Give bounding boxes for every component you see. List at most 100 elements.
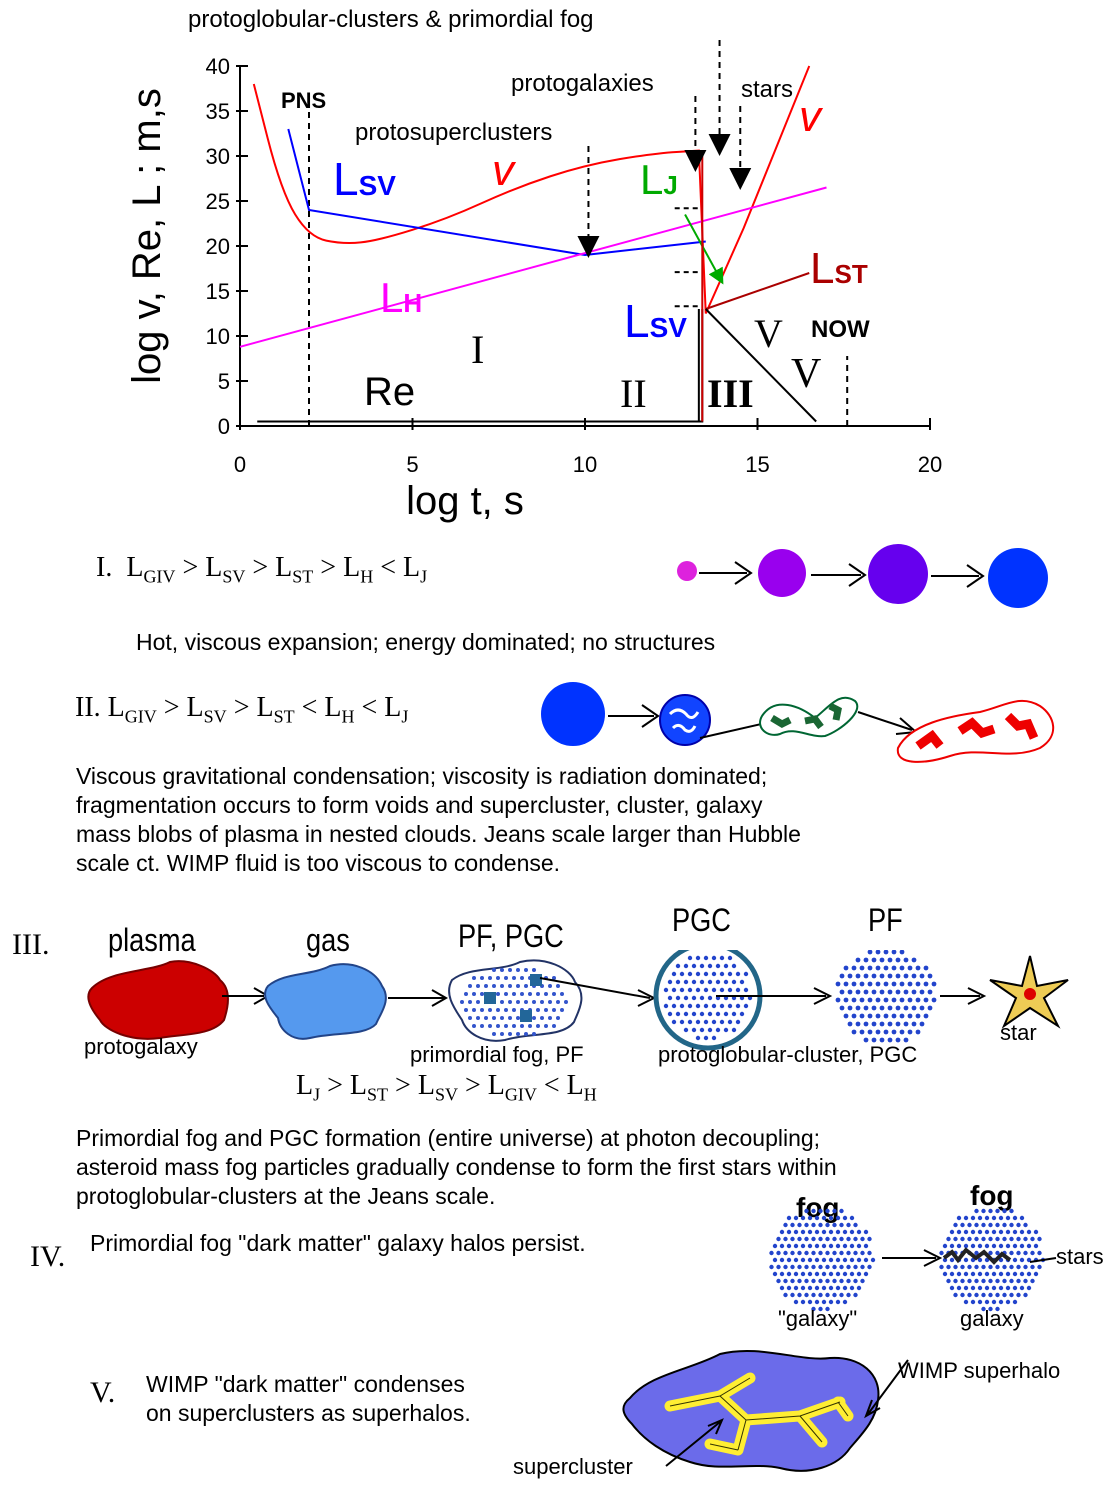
fog-particle [786, 1257, 792, 1263]
galaxy-label-2: galaxy [960, 1306, 1024, 1331]
fog-particle [887, 1021, 893, 1027]
fog-particle [907, 965, 913, 971]
fog-particle [821, 1271, 827, 1277]
fog-particle [804, 1222, 809, 1228]
fog-particle [488, 976, 492, 980]
fog-particle [814, 1285, 820, 1291]
fog-particle [472, 992, 476, 996]
fog-particle [790, 1236, 795, 1242]
fog-particle [814, 1215, 820, 1221]
fog-particle [711, 971, 717, 977]
fog-particle [797, 1278, 802, 1284]
y-tick-label: 5 [218, 369, 230, 394]
fog-particle [981, 1208, 986, 1214]
fog-particle [472, 1024, 476, 1028]
fog-particle [946, 1264, 951, 1270]
fog-particle [807, 1299, 813, 1305]
fog-particle [1002, 1222, 1007, 1228]
fog-particle [953, 1278, 958, 1284]
fog-particle [851, 1029, 857, 1035]
fog-particle [818, 1278, 823, 1284]
fog-particle [811, 1306, 816, 1312]
fog-label-2: fog [970, 1180, 1014, 1211]
fog-particle [783, 1264, 788, 1270]
fog-particle [903, 957, 909, 963]
fog-particle [851, 997, 857, 1003]
fog-particle [727, 1019, 733, 1025]
fog-particle [516, 1016, 520, 1020]
fog-particle [476, 984, 480, 988]
fog-particle [779, 1229, 785, 1235]
fog-particle [520, 992, 524, 996]
fog-particle [895, 1037, 901, 1043]
fog-particle [863, 1271, 869, 1277]
fog-particle [849, 1257, 855, 1263]
fog-particle [931, 981, 937, 987]
fog-particle [835, 981, 841, 987]
fog-particle [835, 1285, 841, 1291]
fog-particle [895, 957, 901, 963]
fog-particle [1023, 1264, 1028, 1270]
fog-particle [743, 1003, 749, 1009]
fog-particle [1016, 1236, 1021, 1242]
fog-particle [855, 1005, 861, 1011]
fog-particle [991, 1215, 997, 1221]
pf-label: PF [868, 902, 903, 938]
y-tick-label: 10 [206, 324, 230, 349]
fog-particle [783, 1292, 788, 1298]
fog-particle [899, 950, 905, 955]
fog-particle [832, 1278, 837, 1284]
fog-particle [919, 1005, 925, 1011]
fog-particle [667, 979, 673, 985]
phase-iv-sequence [769, 1208, 1057, 1312]
fog-particle [508, 1016, 512, 1020]
fog-particle [828, 1271, 834, 1277]
fog-particle [1009, 1264, 1014, 1270]
fog-particle [963, 1243, 969, 1249]
fog-particle [963, 1271, 969, 1277]
fog-particle [564, 1000, 568, 1004]
fog-particle [835, 1229, 841, 1235]
x-tick-label: 5 [406, 452, 418, 477]
arrow [716, 987, 833, 1005]
region-ii-label: II [620, 371, 647, 416]
y-tick-label: 0 [218, 414, 230, 439]
fog-particle [995, 1306, 1000, 1312]
fog-particle [1016, 1222, 1021, 1228]
fog-particle [711, 955, 717, 961]
fog-particle [818, 1222, 823, 1228]
fog-particle [679, 987, 685, 993]
fog-particle [942, 1271, 948, 1277]
fog-particle [683, 1027, 689, 1033]
fog-particle [1009, 1250, 1014, 1256]
fog-particle [695, 1035, 701, 1041]
fog-particle [981, 1236, 986, 1242]
region-i-label: I [471, 327, 485, 372]
fog-particle [500, 1016, 504, 1020]
fog-particle [883, 1029, 889, 1035]
fog-particle [949, 1285, 955, 1291]
fog-particle [540, 1016, 544, 1020]
fog-particle [970, 1299, 976, 1305]
chart: 0 5 10 15 20 0 5 10 15 20 25 30 35 40 log t, s log v, R… [125, 40, 942, 523]
fog-particle [683, 1011, 689, 1017]
fog-particle [846, 1278, 851, 1284]
fog-particle [818, 1292, 823, 1298]
fog-particle [707, 1011, 713, 1017]
fog-particle [504, 1024, 508, 1028]
fog-particle [1012, 1257, 1018, 1263]
fog-particle [842, 1271, 848, 1277]
fog-particle [811, 1264, 816, 1270]
fog-particle [856, 1243, 862, 1249]
fog-particle [496, 976, 500, 980]
fog-particle [939, 1264, 944, 1270]
fog-particle [1002, 1208, 1007, 1214]
stars-cluster [942, 1247, 1012, 1265]
fog-particle [711, 1019, 717, 1025]
fog-particle [1033, 1229, 1039, 1235]
fog-particle [991, 1229, 997, 1235]
fog-particle [723, 963, 729, 969]
x-tick-label: 0 [234, 452, 246, 477]
arrow [940, 987, 987, 1005]
fog-particle [484, 984, 488, 988]
